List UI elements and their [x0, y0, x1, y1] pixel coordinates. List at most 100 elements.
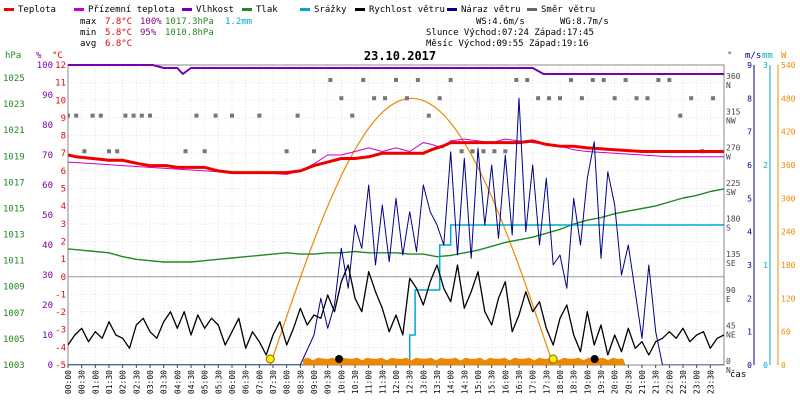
tick-hpa: 1005 [3, 335, 25, 345]
tick-hpa: 1011 [3, 257, 25, 267]
tick-dir-label: N [726, 81, 731, 90]
tick-w: 60 [781, 328, 791, 337]
legend-label: Náraz větru [461, 5, 521, 15]
stat-pressure: 1010.8hPa [165, 28, 214, 38]
tick-mm: 1 [763, 261, 768, 270]
legend-label: Tlak [256, 5, 278, 15]
tick-pct: 30 [42, 271, 53, 281]
axis-unit-hpa: hPa [5, 51, 21, 61]
tick-pct: 50 [42, 211, 53, 221]
x-tick-label: 05:30 [214, 370, 223, 394]
x-tick-label: 17:30 [542, 370, 551, 394]
grid [67, 64, 725, 366]
wind-direction-point [90, 113, 95, 118]
tick-c: -3 [55, 326, 66, 336]
tick-w: 0 [781, 361, 786, 370]
legend-label: Přízemní teplota [88, 5, 175, 15]
info-ws: WS:4.6m/s [476, 17, 525, 27]
tick-w: 180 [781, 261, 796, 270]
series-temperature-line [68, 139, 724, 175]
tick-hpa: 1003 [3, 361, 25, 371]
wind-direction-point [536, 96, 541, 101]
tick-c: 1 [61, 255, 66, 265]
tick-ms: 7 [747, 128, 752, 137]
series-gust-line [68, 97, 724, 365]
x-tick-label: 13:00 [419, 370, 428, 394]
tick-dir-label: W [726, 152, 731, 161]
wind-direction-point [470, 149, 475, 154]
legend-swatch [355, 8, 365, 11]
tick-c: -2 [55, 308, 66, 318]
tick-ms: 5 [747, 194, 752, 203]
axis-unit-dir: ° [727, 51, 732, 61]
wind-direction-point [459, 149, 464, 154]
x-tick-label: 07:00 [255, 370, 264, 394]
tick-c: 9 [61, 114, 66, 124]
x-tick-label: 01:30 [105, 370, 114, 394]
tick-ms: 8 [747, 94, 752, 103]
legend-label: Vlhkost [196, 5, 234, 15]
axis-unit-w: W [781, 51, 787, 61]
x-tick-label: 20:00 [611, 370, 620, 394]
chart-title: 23.10.2017 [364, 49, 436, 63]
tick-c: 4 [61, 202, 66, 212]
stat-temp: 5.8°C [105, 28, 132, 38]
info-sun: Slunce Východ:07:24 Západ:17:45 [426, 28, 594, 38]
wind-direction-point [590, 78, 595, 82]
wind-direction-point [213, 113, 218, 118]
tick-pct: 100 [37, 61, 53, 71]
wind-direction-point [514, 78, 519, 82]
wind-direction-point [139, 113, 144, 118]
legend-swatch [242, 8, 252, 11]
x-tick-label: 19:30 [597, 370, 606, 394]
tick-dir-label: N [726, 366, 731, 375]
legend-swatch [300, 8, 310, 11]
wind-direction-point [678, 113, 683, 118]
x-tick-label: 00:30 [78, 370, 87, 394]
tick-pct: 90 [42, 91, 53, 101]
x-tick-label: 22:00 [665, 370, 674, 394]
legend-swatch [4, 8, 14, 11]
series-humidity-line [68, 64, 724, 75]
stat-humidity: 100% [140, 17, 162, 27]
tick-c: 11 [55, 79, 66, 89]
wind-direction-point [612, 96, 617, 101]
sun-marker [265, 354, 275, 364]
wind-direction-point [656, 78, 661, 82]
axis-unit-ms: m/s [745, 51, 761, 61]
tick-mm: 3 [763, 61, 768, 70]
series-pressure-line [68, 188, 724, 263]
x-tick-label: 08:30 [296, 370, 305, 394]
wind-direction-point [492, 149, 497, 154]
tick-w: 480 [781, 94, 796, 103]
legend-label: Srážky [314, 5, 347, 15]
wind-direction-point [394, 78, 398, 82]
x-axis-label: čas [730, 369, 746, 380]
axes: hPa% °C ° m/s mm W102510231021101910171015101… [3, 51, 796, 375]
info-wg: WG:8.7m/s [560, 17, 609, 27]
tick-ms: 2 [747, 294, 752, 303]
tick-hpa: 1023 [3, 100, 25, 110]
tick-w: 300 [781, 194, 796, 203]
tick-c: -4 [55, 343, 66, 353]
series-radiation-line [269, 97, 554, 365]
x-tick-label: 08:00 [283, 370, 292, 394]
sun-marker [548, 354, 558, 364]
moon-marker [590, 355, 599, 363]
wind-direction-point [148, 113, 152, 118]
x-tick-label: 20:30 [624, 370, 633, 394]
x-tick-label: 05:00 [201, 370, 210, 394]
tick-dir-deg: 0 [726, 357, 731, 366]
tick-w: 360 [781, 161, 796, 170]
tick-dir-label: SE [726, 259, 736, 268]
wind-direction-point [284, 149, 289, 154]
wind-direction-point [295, 113, 300, 118]
x-tick-label: 01:00 [91, 370, 100, 394]
wind-direction-point [202, 149, 207, 154]
wind-direction-point [579, 96, 584, 101]
x-tick-label: 15:00 [474, 370, 483, 394]
wind-direction-point [82, 149, 87, 154]
tick-ms: 6 [747, 161, 752, 170]
series-rain-line [68, 224, 724, 365]
